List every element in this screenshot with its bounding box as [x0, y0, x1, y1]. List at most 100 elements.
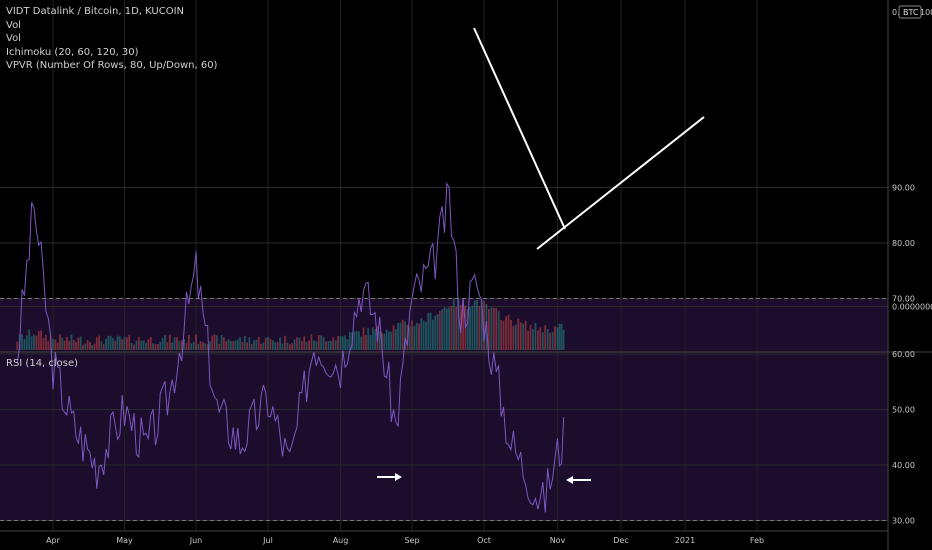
- volume-bar-166: [300, 340, 303, 350]
- volume-bar-223: [434, 315, 437, 350]
- volume-bar-217: [420, 318, 423, 350]
- volume-bar-105: [156, 344, 159, 350]
- volume-bar-119: [190, 343, 193, 350]
- volume-bar-199: [378, 331, 381, 350]
- volume-bar-224: [436, 314, 439, 350]
- volume-bar-80: [98, 335, 101, 350]
- volume-bar-83: [105, 338, 107, 350]
- volume-bar-204: [390, 331, 393, 350]
- legend-line-ichimoku[interactable]: Ichimoku (20, 60, 120, 30): [6, 46, 139, 58]
- volume-bar-127: [209, 341, 211, 350]
- volume-bar-211: [406, 325, 409, 350]
- volume-bar-159: [284, 335, 286, 350]
- time-axis-label-3: Jun: [189, 536, 203, 545]
- legend-title[interactable]: VIDT Datalink / Bitcoin, 1D, KUCOIN: [6, 6, 185, 17]
- rsi-axis-label-5: 80.00: [892, 239, 915, 248]
- volume-bar-207: [397, 322, 400, 350]
- volume-bar-176: [325, 341, 327, 350]
- volume-bar-165: [298, 337, 301, 350]
- volume-bar-241: [476, 299, 478, 350]
- volume-bar-256: [512, 325, 515, 350]
- volume-bar-197: [374, 329, 376, 350]
- volume-bar-201: [383, 334, 386, 350]
- volume-bar-97: [137, 337, 140, 350]
- rsi-legend[interactable]: RSI (14, close): [6, 358, 79, 369]
- volume-bar-138: [234, 340, 237, 350]
- volume-bar-171: [313, 340, 315, 350]
- volume-bar-107: [161, 338, 164, 350]
- legend-line-vol-1[interactable]: Vol: [6, 19, 21, 31]
- volume-bar-99: [142, 340, 145, 350]
- legend-line-vol-2[interactable]: Vol: [6, 33, 21, 44]
- volume-bar-221: [429, 312, 432, 350]
- volume-bar-152: [267, 336, 269, 350]
- volume-bar-137: [232, 341, 235, 350]
- volume-bar-57: [44, 334, 47, 350]
- volume-bar-179: [332, 337, 335, 350]
- volume-bar-53: [35, 335, 38, 350]
- volume-bar-250: [497, 311, 500, 350]
- price-pane-bg: [0, 0, 932, 350]
- volume-bar-79: [95, 337, 98, 350]
- currency-badge-text: BTC: [903, 8, 919, 17]
- arrow-left-head: [566, 476, 573, 484]
- volume-bar-117: [185, 342, 188, 350]
- volume-bar-144: [248, 337, 251, 350]
- volume-bar-218: [422, 320, 425, 350]
- volume-bar-154: [271, 340, 274, 350]
- volume-bar-104: [154, 344, 157, 350]
- arrow-right-head: [395, 473, 402, 481]
- volume-bar-98: [140, 340, 143, 350]
- volume-bar-225: [438, 310, 441, 350]
- time-axis-label-2: May: [116, 536, 133, 545]
- volume-bar-151: [264, 337, 267, 350]
- volume-bar-94: [130, 342, 133, 350]
- volume-bar-55: [40, 330, 43, 350]
- volume-bar-150: [262, 342, 265, 350]
- volume-bar-69: [72, 339, 75, 350]
- volume-bar-272: [551, 331, 554, 350]
- volume-bar-264: [532, 329, 534, 350]
- volume-bar-146: [253, 340, 255, 350]
- volume-bar-108: [164, 334, 166, 350]
- volume-bar-173: [317, 335, 320, 350]
- volume-bar-161: [288, 344, 291, 350]
- volume-bar-277: [562, 329, 565, 350]
- volume-bar-125: [204, 343, 207, 350]
- volume-bar-255: [510, 319, 512, 350]
- volume-bar-115: [180, 340, 183, 350]
- price-axis-label-0: 0.00000000: [892, 303, 932, 312]
- volume-bar-118: [187, 335, 190, 350]
- volume-bar-202: [385, 329, 388, 350]
- volume-bar-265: [534, 322, 537, 350]
- volume-bar-261: [524, 320, 527, 350]
- volume-bar-252: [502, 320, 505, 350]
- volume-bar-195: [369, 334, 372, 350]
- volume-bar-193: [364, 335, 367, 350]
- time-axis-label-1: Apr: [46, 536, 61, 545]
- volume-bar-200: [381, 332, 383, 350]
- volume-bar-188: [353, 331, 356, 350]
- volume-bar-169: [308, 340, 310, 350]
- volume-bar-85: [109, 335, 112, 350]
- volume-bar-249: [495, 308, 498, 350]
- volume-bar-63: [59, 334, 61, 350]
- volume-bar-175: [322, 336, 325, 350]
- volume-bar-239: [471, 305, 474, 350]
- volume-bar-48: [23, 338, 26, 350]
- volume-bar-86: [112, 338, 114, 350]
- volume-bar-244: [483, 301, 485, 350]
- volume-bar-121: [195, 334, 197, 350]
- volume-bar-276: [560, 323, 563, 350]
- volume-bar-116: [183, 338, 185, 350]
- volume-bar-64: [61, 337, 64, 350]
- volume-bar-253: [505, 316, 507, 350]
- chart-legend: VIDT Datalink / Bitcoin, 1D, KUCOIN Vol …: [6, 5, 217, 73]
- volume-bar-156: [276, 342, 279, 350]
- volume-bar-177: [327, 341, 330, 350]
- volume-bar-103: [152, 343, 154, 350]
- legend-line-vpvr[interactable]: VPVR (Number Of Rows, 80, Up/Down, 60): [6, 60, 218, 71]
- volume-bar-51: [30, 336, 33, 350]
- volume-bar-143: [246, 342, 248, 350]
